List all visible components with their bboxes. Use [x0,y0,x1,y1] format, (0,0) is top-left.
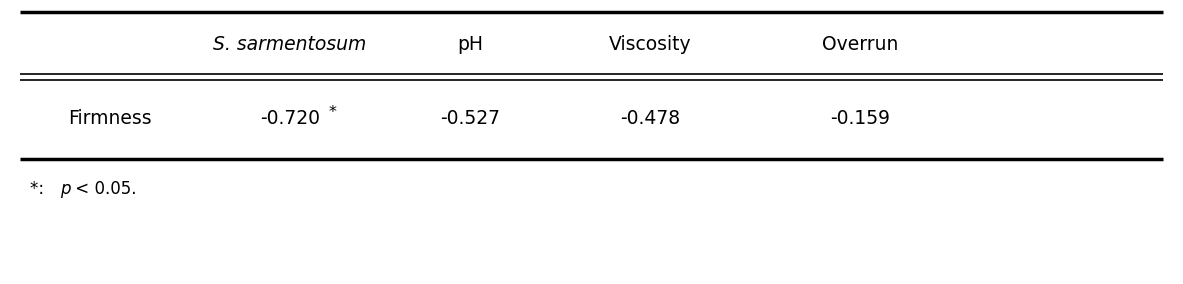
Text: S. sarmentosum: S. sarmentosum [213,34,367,53]
Text: -0.720: -0.720 [260,110,319,128]
Text: pH: pH [457,34,483,53]
Text: -0.159: -0.159 [830,110,890,128]
Text: *: * [329,105,337,120]
Text: p: p [60,180,71,198]
Text: -0.527: -0.527 [440,110,500,128]
Text: -0.478: -0.478 [620,110,680,128]
Text: Overrun: Overrun [822,34,898,53]
Text: Firmness: Firmness [69,110,151,128]
Text: < 0.05.: < 0.05. [70,180,136,198]
Text: *:: *: [30,180,54,198]
Text: Viscosity: Viscosity [609,34,691,53]
